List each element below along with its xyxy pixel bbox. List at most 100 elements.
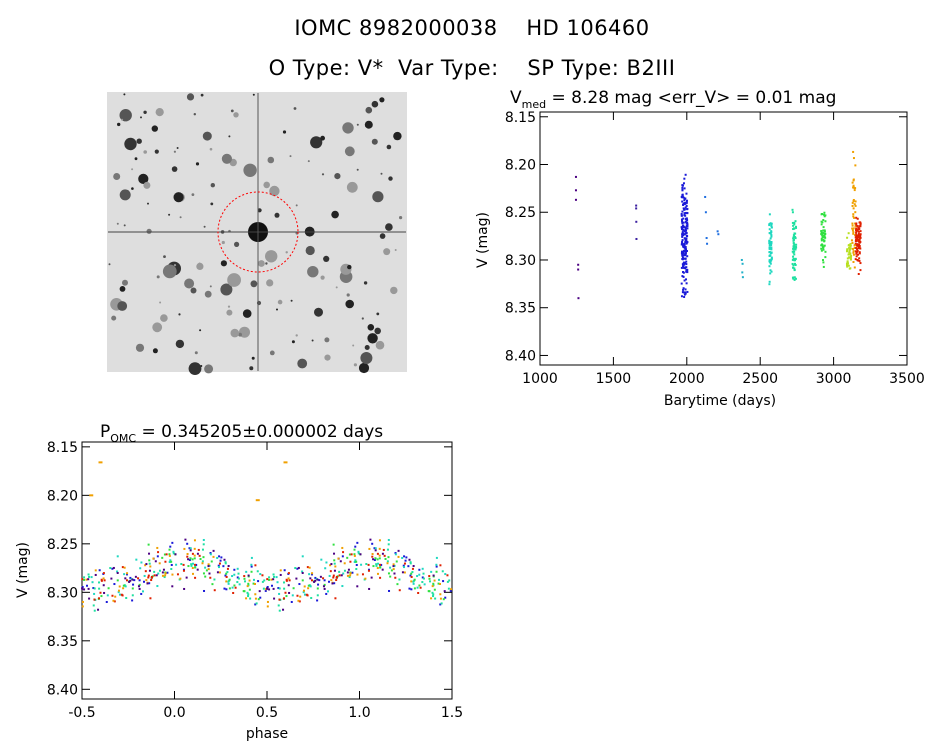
finder-star [324, 337, 330, 343]
phase-point [166, 571, 169, 574]
phase-point [295, 577, 298, 580]
phase-point [371, 542, 374, 545]
finder-star [234, 241, 240, 247]
phase-point [275, 576, 278, 579]
phase-point [397, 549, 400, 552]
finder-star [390, 286, 398, 295]
phase-point [192, 562, 195, 565]
finder-star [152, 348, 158, 354]
phase-point [402, 564, 405, 567]
phase-point [389, 575, 392, 578]
phase-point [378, 554, 381, 557]
phase-point [349, 560, 352, 563]
ph-xlabel: phase [246, 726, 288, 742]
phase-point [343, 569, 346, 572]
finder-star [372, 191, 384, 203]
phase-point [248, 588, 251, 591]
phase-point [444, 596, 447, 599]
phase-point [298, 583, 301, 586]
data-point [793, 223, 796, 226]
phase-point [411, 567, 414, 570]
phase-point [354, 545, 357, 548]
phase-point [371, 553, 374, 556]
phase-point [266, 578, 269, 581]
data-point [681, 254, 684, 257]
data-point [820, 223, 823, 226]
finder-star [140, 116, 142, 119]
data-point [858, 244, 861, 247]
phase-point [308, 573, 311, 576]
finder-star [196, 262, 204, 270]
phase-point [318, 579, 321, 582]
data-point [682, 225, 685, 228]
phase-point [431, 591, 434, 594]
phase-point [224, 562, 227, 565]
finder-star [258, 260, 265, 267]
lc-ylabel: V (mag) [475, 212, 491, 268]
data-point [857, 253, 860, 256]
phase-point [408, 587, 411, 590]
data-point [854, 200, 857, 203]
data-point [681, 186, 684, 189]
data-point [770, 251, 773, 254]
data-point [684, 262, 687, 265]
data-point [794, 258, 797, 261]
phase-point [225, 572, 228, 575]
phase-point [430, 597, 433, 600]
data-point [770, 270, 773, 273]
phase-point [164, 574, 167, 577]
finder-star [146, 228, 152, 234]
finder-star [117, 122, 121, 127]
phase-point [314, 579, 317, 582]
phase-point [339, 560, 342, 563]
data-point [856, 248, 859, 251]
phase-point [254, 564, 257, 567]
phase-point [283, 597, 286, 600]
x-tick-label: 3500 [889, 371, 925, 387]
finder-star [364, 345, 370, 350]
phase-point [158, 562, 161, 565]
phase-point [262, 587, 265, 590]
finder-star [171, 166, 178, 172]
phase-point [175, 563, 178, 566]
data-point [858, 259, 861, 262]
phase-point [263, 579, 266, 582]
phase-point [100, 595, 103, 598]
phase-point [390, 569, 393, 572]
phase-point [137, 577, 140, 580]
phase-point [212, 549, 215, 552]
finder-star [386, 144, 392, 150]
phase-point [307, 587, 310, 590]
phase-point [332, 574, 335, 577]
finder-star [364, 120, 373, 129]
phase-point [277, 604, 280, 607]
phase-point [228, 579, 231, 582]
data-point [859, 230, 862, 233]
finder-star [394, 249, 397, 251]
data-point [854, 204, 857, 207]
phase-point [152, 557, 155, 560]
phase-point [444, 573, 447, 576]
data-point [768, 280, 771, 283]
phase-point [233, 584, 236, 587]
finder-star [160, 314, 168, 322]
phase-point [195, 563, 198, 566]
phase-point [367, 568, 370, 571]
data-point [856, 235, 859, 238]
finder-star [263, 181, 271, 189]
finder-star [291, 340, 295, 344]
data-point [684, 227, 687, 230]
phase-point [442, 580, 445, 583]
phase-point [341, 585, 344, 588]
data-point [855, 238, 858, 241]
data-point [680, 212, 683, 215]
data-point [686, 212, 689, 215]
phase-point [236, 567, 239, 570]
phase-point [384, 558, 387, 561]
data-point [856, 244, 859, 247]
finder-star [385, 223, 393, 231]
phase-point [279, 573, 282, 576]
data-point [684, 291, 687, 294]
phase-point [201, 548, 204, 551]
phase-point [254, 593, 257, 596]
